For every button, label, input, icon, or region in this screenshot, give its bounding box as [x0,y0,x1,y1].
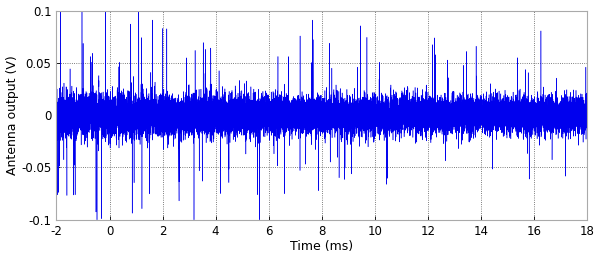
Y-axis label: Antenna output (V): Antenna output (V) [5,55,19,175]
X-axis label: Time (ms): Time (ms) [290,240,353,254]
